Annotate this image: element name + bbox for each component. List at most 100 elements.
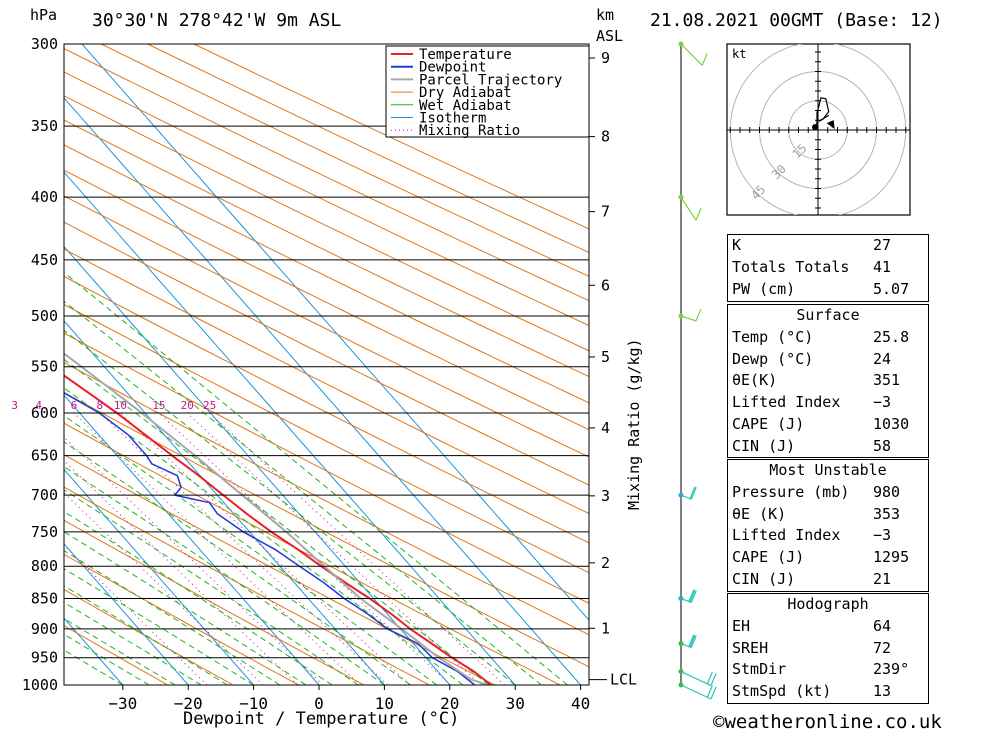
temperature-line (64, 374, 492, 685)
dry-adiabat-line (64, 553, 299, 685)
wind-barb-flag (695, 208, 702, 221)
table-row: K 27 (732, 236, 892, 254)
wind-barb-shaft (680, 684, 712, 700)
location-title: 30°30'N 278°42'W 9m ASL (92, 10, 342, 31)
hodograph-unit-label: kt (732, 47, 746, 61)
surface-title: Surface (796, 306, 860, 324)
indices-most-unstable-table: Most Unstable Pressure (mb) 980 θE (K) 353… (727, 459, 929, 592)
wind-barb-flag (689, 589, 696, 603)
wind-barb-shaft (680, 597, 692, 604)
wind-barb-flag (688, 634, 695, 647)
km-tick-label: 7 (601, 203, 610, 221)
storm-motion-marker (826, 120, 835, 130)
pressure-tick-label: 300 (31, 35, 58, 53)
table-row: θE(K) 351 (732, 371, 901, 390)
legend-entry: Wet Adiabat (419, 98, 512, 114)
plot-frame (63, 43, 590, 686)
table-row: Temp (°C) 25.8 (732, 327, 910, 346)
wind-barb-flag (690, 635, 697, 648)
pressure-tick-label: 400 (31, 188, 58, 206)
dry-adiabat-line (64, 71, 589, 327)
table-row: Dewp (°C) 24 (732, 349, 892, 368)
wind-barb (680, 589, 697, 604)
pressure-tick-label: 950 (31, 649, 58, 667)
wind-barb (680, 196, 702, 221)
x-tick-label: 20 (440, 694, 459, 713)
wind-barb-shaft (680, 670, 712, 687)
hodograph-title: Hodograph (787, 595, 869, 613)
legend-box (385, 45, 590, 138)
wet-adiabat-line (64, 550, 281, 685)
x-tick-label: −20 (174, 694, 203, 713)
wind-barb-flag (688, 589, 695, 602)
pressure-tick-label: 1000 (22, 676, 58, 694)
wind-barb (680, 308, 702, 322)
table-row: EH 64 (732, 616, 892, 635)
wind-barb-shaft (680, 196, 697, 221)
copyright-text: ©weatheronline.co.uk (713, 711, 942, 733)
wind-barb-flag (695, 308, 702, 322)
hodograph-start-dot (812, 124, 819, 131)
legend-entry: Parcel Trajectory (419, 72, 562, 88)
legend-entry: Dewpoint (419, 60, 486, 76)
km-tick-label: 8 (601, 128, 610, 146)
pressure-tick-label: 850 (31, 589, 58, 607)
wind-barb-flag (690, 590, 697, 603)
table-row: CAPE (J) 1030 (732, 414, 910, 433)
mixing-ratio-line (120, 412, 410, 685)
legend-entry: Dry Adiabat (419, 85, 512, 101)
pressure-tick-label: 450 (31, 251, 58, 269)
wind-barb-flag (706, 671, 713, 685)
wet-adiabat-line (64, 441, 411, 685)
dry-adiabat-line (64, 47, 589, 302)
legend-entry: Mixing Ratio (419, 123, 520, 139)
x-tick-label: 0 (314, 694, 324, 713)
mixing-ratio-label: 3 (11, 399, 18, 412)
table-row: Pressure (mb) 980 (732, 482, 901, 501)
table-row: Lifted Index −3 (732, 526, 892, 545)
table-row: Totals Totals 41 (732, 257, 892, 276)
dry-adiabat-line (64, 95, 589, 352)
dry-adiabat-line (101, 44, 589, 277)
p-unit-label: hPa (30, 6, 58, 24)
wind-barb-flag (701, 53, 708, 66)
table-row: θE (K) 353 (732, 504, 901, 523)
x-tick-label: 40 (571, 694, 590, 713)
wet-adiabat-line (64, 568, 254, 685)
pressure-tick-label: 350 (31, 117, 58, 135)
table-row: StmDir 239° (732, 660, 910, 679)
table-row: Lifted Index −3 (732, 393, 892, 412)
wind-barb-shaft (680, 642, 692, 649)
isotherm-line (64, 97, 581, 685)
mixing-ratio-label: 4 (35, 399, 42, 412)
dry-adiabat-line (193, 44, 589, 230)
indices-surface-table: Surface Temp (°C) 25.8 Dewp (°C) 24 θE(K) 3… (727, 304, 929, 458)
pressure-tick-label: 800 (31, 557, 58, 575)
legend-entry: Isotherm (419, 111, 486, 127)
table-row: StmSpd (kt) 13 (732, 682, 892, 701)
isotherm-line (64, 394, 320, 685)
mixing-ratio-label: 15 (152, 399, 165, 412)
wet-adiabat-line (64, 466, 385, 685)
hodograph-trace (814, 97, 830, 128)
mixing-ratio-label: 8 (96, 399, 103, 412)
wind-barb-flag (710, 686, 717, 700)
km-tick-label: 4 (601, 419, 610, 437)
x-tick-label: 30 (506, 694, 525, 713)
km-tick-label: 6 (601, 276, 610, 294)
isotherm-line (64, 543, 189, 685)
most-unstable-title: Most Unstable (769, 461, 887, 479)
x-axis-title: Dewpoint / Temperature (°C) (183, 709, 460, 729)
dry-adiabat-line (64, 588, 234, 685)
wind-barb (680, 43, 708, 66)
indices-basic-table: K 27 Totals Totals 41 PW (cm) 5.07 (727, 234, 929, 302)
table-row: CIN (J) 58 (732, 436, 892, 455)
legend-entry: Temperature (419, 47, 512, 63)
wind-barb-flag (706, 685, 713, 698)
wind-barb-flag (689, 634, 696, 648)
wind-barb (680, 486, 697, 500)
mixing-ratio-label: 10 (114, 399, 127, 412)
isotherm-line (64, 468, 254, 685)
